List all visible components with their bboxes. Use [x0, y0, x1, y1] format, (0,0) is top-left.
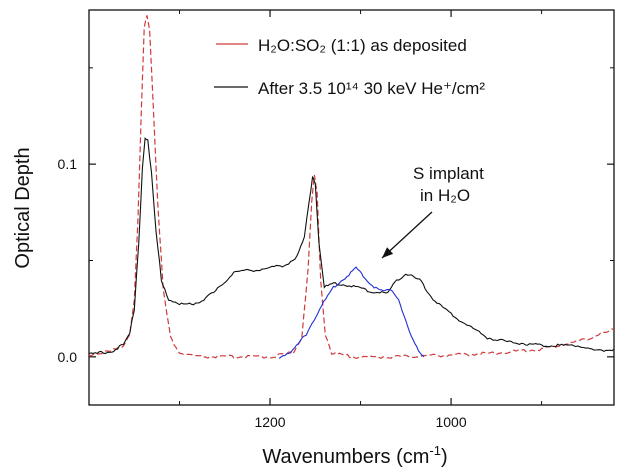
series-line-2 [278, 266, 425, 359]
plot-frame [88, 9, 615, 406]
y-axis-label: Optical Depth [12, 147, 34, 268]
x-axis-label: Wavenumbers (cm-1) [262, 443, 447, 468]
x-axis-label-sup: -1 [429, 443, 441, 458]
series-line-0 [88, 15, 615, 359]
annotation: S implant in H₂O [381, 164, 484, 259]
annotation-line-2: in H₂O [420, 186, 470, 205]
x-tick-label: 1200 [254, 414, 285, 430]
x-tick-label: 1000 [435, 414, 466, 430]
legend-label-after-irradiation: After 3.5 10¹⁴ 30 keV He⁺/cm² [258, 79, 485, 98]
annotation-arrow [381, 211, 433, 259]
x-axis-label-main: Wavenumbers (cm [262, 446, 429, 468]
annotation-arrowhead [382, 247, 394, 258]
y-tick-label: 0.1 [58, 156, 78, 172]
annotation-line-1: S implant [413, 164, 484, 183]
legend-label-as-deposited: H₂O:SO₂ (1:1) as deposited [258, 36, 467, 55]
x-axis-label-end: ) [441, 446, 448, 468]
y-tick-label: 0.0 [58, 349, 78, 365]
series-line-1 [88, 137, 615, 355]
legend: H₂O:SO₂ (1:1) as deposited After 3.5 10¹… [214, 36, 485, 98]
